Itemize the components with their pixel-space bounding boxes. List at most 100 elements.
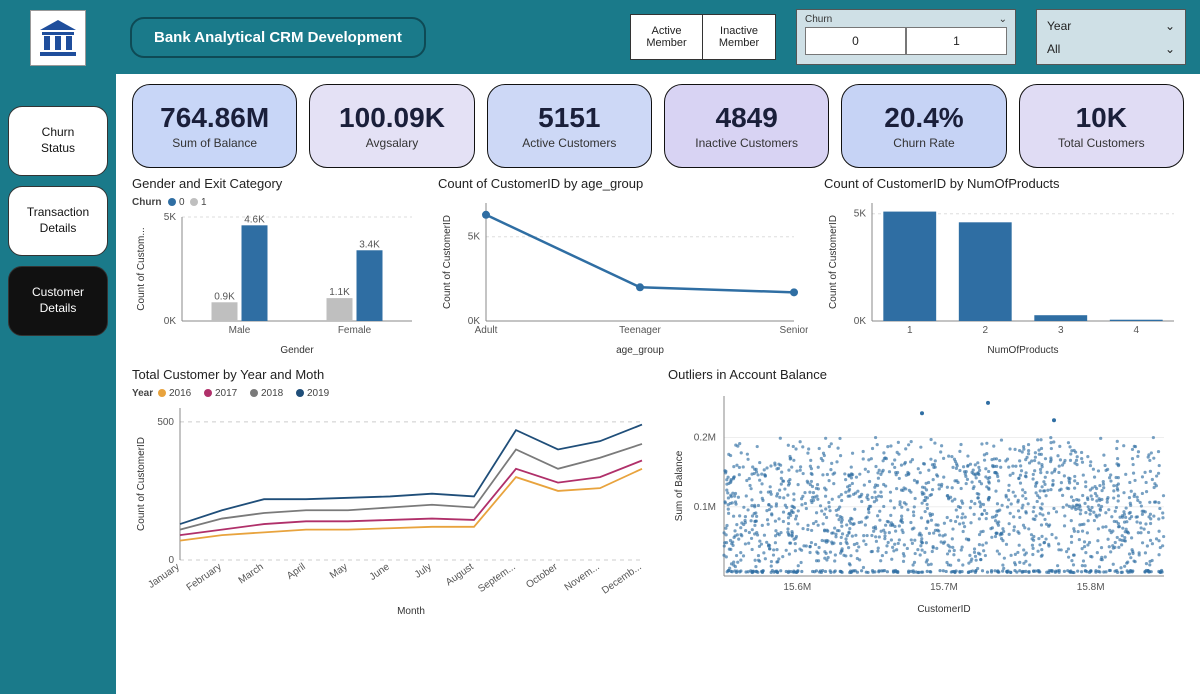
svg-text:Teenager: Teenager xyxy=(619,325,661,336)
svg-text:March: March xyxy=(237,561,266,586)
svg-text:2: 2 xyxy=(982,325,988,336)
nav-label: Customer Details xyxy=(32,285,84,316)
page-title: Bank Analytical CRM Development xyxy=(130,17,426,58)
svg-text:1: 1 xyxy=(907,325,913,336)
svg-text:Month: Month xyxy=(397,606,425,616)
chevron-down-icon[interactable]: ⌄ xyxy=(999,14,1007,25)
svg-text:Gender: Gender xyxy=(280,345,314,355)
svg-text:1.1K: 1.1K xyxy=(329,287,350,298)
outliers-chart-svg: 0.1M0.2M15.6M15.7M15.8MCustomerIDSum of … xyxy=(668,386,1178,616)
gender-chart-svg: Churn010K5K0.9K4.6KMale1.1K3.4KFemaleGen… xyxy=(132,195,422,355)
gender-chart: Gender and Exit Category Churn010K5K0.9K… xyxy=(132,176,422,355)
kpi-card: 4849 Inactive Customers xyxy=(664,84,829,168)
member-slicer: Active Member Inactive Member xyxy=(630,14,776,60)
nav-transaction-details[interactable]: Transaction Details xyxy=(8,186,108,256)
kpi-label: Active Customers xyxy=(522,136,616,150)
kpi-value: 100.09K xyxy=(339,102,445,134)
products-chart: Count of CustomerID by NumOfProducts 0K5… xyxy=(824,176,1184,355)
chevron-down-icon: ⌄ xyxy=(1165,42,1175,56)
svg-text:4.6K: 4.6K xyxy=(244,214,265,225)
chart-title: Count of CustomerID by age_group xyxy=(438,176,808,191)
nav-churn-status[interactable]: Churn Status xyxy=(8,106,108,176)
svg-text:5K: 5K xyxy=(854,209,867,220)
svg-text:Count of CustomerID: Count of CustomerID xyxy=(442,215,453,309)
kpi-label: Total Customers xyxy=(1058,136,1145,150)
kpi-card: 10K Total Customers xyxy=(1019,84,1184,168)
churn-label: Churn xyxy=(805,14,1007,25)
svg-text:Decemb...: Decemb... xyxy=(600,561,644,596)
svg-text:Adult: Adult xyxy=(475,325,498,336)
churn-slicer: Churn ⌄ 0 1 xyxy=(796,9,1016,65)
svg-text:Count of CustomerID: Count of CustomerID xyxy=(828,215,839,309)
nav-label: Churn Status xyxy=(41,125,75,156)
kpi-label: Inactive Customers xyxy=(695,136,798,150)
nav-label: Transaction Details xyxy=(27,205,89,236)
svg-text:500: 500 xyxy=(157,417,174,428)
sidebar: Churn Status Transaction Details Custome… xyxy=(0,0,116,694)
kpi-value: 4849 xyxy=(716,102,778,134)
kpi-value: 20.4% xyxy=(884,102,963,134)
svg-text:April: April xyxy=(285,561,308,581)
svg-text:October: October xyxy=(524,561,560,591)
svg-text:Count of Custom...: Count of Custom... xyxy=(136,227,147,310)
kpi-card: 100.09K Avgsalary xyxy=(309,84,474,168)
chart-title: Outliers in Account Balance xyxy=(668,367,1178,382)
svg-text:NumOfProducts: NumOfProducts xyxy=(987,345,1058,355)
svg-text:2019: 2019 xyxy=(307,388,330,399)
kpi-row: 764.86MSum of Balance 100.09K Avgsalary 515… xyxy=(132,84,1184,168)
svg-text:June: June xyxy=(368,561,392,583)
svg-text:3: 3 xyxy=(1058,325,1064,336)
kpi-label: Sum of Balance xyxy=(172,136,257,150)
svg-text:Septem...: Septem... xyxy=(476,561,517,595)
svg-text:5K: 5K xyxy=(164,212,177,223)
bank-logo xyxy=(30,10,86,66)
outliers-chart: Outliers in Account Balance 0.1M0.2M15.6… xyxy=(668,367,1178,616)
svg-text:2017: 2017 xyxy=(215,388,238,399)
svg-text:4: 4 xyxy=(1133,325,1139,336)
kpi-card: 5151 Active Customers xyxy=(487,84,652,168)
svg-text:Novem...: Novem... xyxy=(563,561,602,593)
svg-text:Sum of Balance: Sum of Balance xyxy=(674,450,685,521)
svg-text:0K: 0K xyxy=(854,316,867,327)
kpi-label: Avgsalary xyxy=(366,136,418,150)
svg-text:Churn: Churn xyxy=(132,197,161,208)
svg-text:August: August xyxy=(444,561,476,588)
svg-text:Year: Year xyxy=(132,388,153,399)
svg-text:0.9K: 0.9K xyxy=(214,291,235,302)
svg-text:CustomerID: CustomerID xyxy=(917,604,970,615)
svg-text:Count of CustomerID: Count of CustomerID xyxy=(136,437,147,531)
year-slicer[interactable]: Year⌄ All⌄ xyxy=(1036,9,1186,65)
member-inactive[interactable]: Inactive Member xyxy=(703,15,775,59)
kpi-value: 10K xyxy=(1076,102,1127,134)
svg-text:age_group: age_group xyxy=(616,345,664,355)
svg-text:15.7M: 15.7M xyxy=(930,582,958,593)
nav-customer-details[interactable]: Customer Details xyxy=(8,266,108,336)
kpi-label: Churn Rate xyxy=(893,136,954,150)
topbar: Bank Analytical CRM Development Active M… xyxy=(116,0,1200,74)
svg-text:0.2M: 0.2M xyxy=(694,433,716,444)
svg-text:February: February xyxy=(185,561,224,593)
products-chart-svg: 0K 5K 1 2 3 4 NumOfProducts Count of CustomerID xyxy=(824,195,1184,355)
svg-text:Male: Male xyxy=(229,325,251,336)
churn-1[interactable]: 1 xyxy=(906,27,1007,55)
monthly-chart-svg: Year20162017201820190500JanuaryFebruaryM… xyxy=(132,386,652,616)
svg-text:3.4K: 3.4K xyxy=(359,239,380,250)
member-active[interactable]: Active Member xyxy=(631,15,703,59)
chevron-down-icon: ⌄ xyxy=(1165,19,1175,33)
svg-text:0K: 0K xyxy=(164,316,177,327)
churn-0[interactable]: 0 xyxy=(805,27,906,55)
age-chart-svg: 0K5KAdultTeenagerSeniorage_groupCount of… xyxy=(438,195,808,355)
age-chart: Count of CustomerID by age_group 0K5KAdu… xyxy=(438,176,808,355)
svg-text:May: May xyxy=(328,561,350,581)
kpi-card: 764.86MSum of Balance xyxy=(132,84,297,168)
svg-text:15.8M: 15.8M xyxy=(1077,582,1105,593)
monthly-chart: Total Customer by Year and Moth Year2016… xyxy=(132,367,652,616)
svg-text:1: 1 xyxy=(201,197,207,208)
nav: Churn Status Transaction Details Custome… xyxy=(8,106,108,336)
svg-text:0: 0 xyxy=(179,197,185,208)
svg-text:2016: 2016 xyxy=(169,388,192,399)
svg-text:5K: 5K xyxy=(468,232,481,243)
svg-text:15.6M: 15.6M xyxy=(783,582,811,593)
kpi-value: 5151 xyxy=(538,102,600,134)
year-label: Year xyxy=(1047,19,1071,33)
